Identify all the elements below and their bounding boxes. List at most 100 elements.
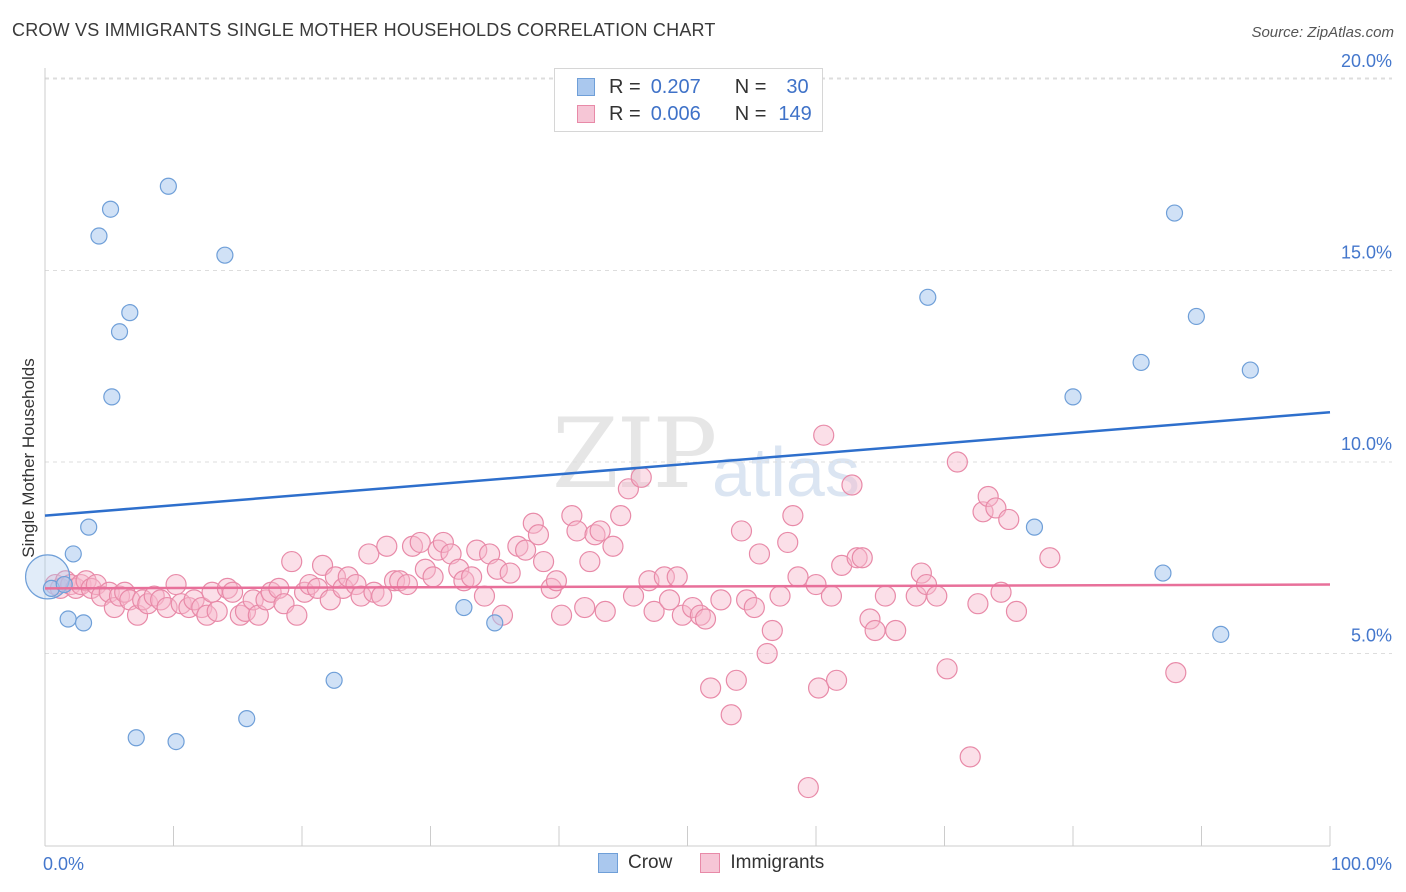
immigrants-point	[782, 505, 804, 527]
immigrants-point	[967, 593, 989, 615]
immigrants-point	[710, 589, 732, 611]
immigrants-point	[432, 531, 454, 554]
grid-lines	[45, 77, 1392, 654]
immigrants-point	[725, 669, 747, 691]
immigrants-point	[448, 558, 470, 580]
immigrants-point	[864, 619, 886, 642]
immigrants-point	[396, 573, 418, 596]
immigrants-point	[841, 474, 863, 496]
crow-point	[1064, 388, 1082, 406]
immigrants-point	[946, 451, 968, 473]
series-legend: Crow Immigrants	[598, 852, 852, 874]
trend-lines	[44, 410, 1331, 590]
crow-point	[110, 323, 129, 341]
immigrants-point	[643, 600, 665, 622]
correlation-legend: R = 0.207 N = 30 R = 0.006 N = 149	[554, 68, 823, 132]
immigrants-point	[156, 596, 178, 619]
immigrants-point	[486, 558, 508, 580]
immigrants-point	[761, 619, 783, 642]
immigrants-point	[813, 424, 835, 446]
immigrants-point	[281, 550, 303, 573]
crow-trend-line	[44, 410, 1331, 517]
crow-point	[1165, 204, 1184, 222]
immigrants-point	[610, 505, 632, 527]
crow-r-value: 0.207	[650, 75, 701, 98]
crow-point	[919, 288, 937, 306]
crow-point	[167, 732, 185, 751]
immigrants-trend-line	[44, 583, 1331, 590]
immigrants-point	[461, 566, 483, 588]
immigrants-point	[594, 600, 616, 622]
immigrants-point	[926, 585, 948, 607]
imm-r-label: R =	[609, 102, 641, 125]
crow-legend-label: Crow	[628, 852, 673, 873]
immigrants-point	[700, 677, 722, 699]
immigrants-point	[103, 596, 125, 619]
crow-point	[64, 545, 82, 563]
crow-point	[1187, 307, 1205, 326]
crow-point	[216, 246, 234, 264]
immigrants-point	[807, 677, 830, 699]
crow-point	[101, 200, 120, 218]
immigrants-point	[769, 585, 791, 607]
immigrants-point	[820, 585, 843, 607]
immigrants-point	[1005, 600, 1028, 622]
crow-point	[1025, 518, 1044, 536]
crow-point	[1212, 625, 1230, 643]
immigrants-point	[777, 531, 799, 554]
immigrants-point	[787, 566, 809, 588]
y-tick-label: 15.0%	[1341, 243, 1392, 263]
immigrants-point	[579, 550, 601, 573]
y-tick-label: 5.0%	[1351, 626, 1392, 646]
y-tick-label: 20.0%	[1341, 51, 1392, 71]
immigrants-point	[748, 543, 771, 565]
immigrants-point	[358, 543, 380, 565]
immigrants-point	[234, 600, 257, 622]
immigrants-legend-swatch	[700, 853, 721, 873]
crow-point	[90, 227, 108, 245]
legend-item-immigrants: Immigrants	[700, 852, 824, 874]
axes	[44, 68, 1331, 847]
immigrants-point	[622, 585, 645, 607]
immigrants-point	[630, 466, 652, 488]
immigrants-point	[990, 581, 1012, 603]
x-tick-label: 100.0%	[1331, 854, 1392, 874]
tick-labels: 5.0% 10.0% 15.0% 20.0% 0.0% 100.0% Single Moth…	[19, 51, 1392, 874]
immigrants-point	[479, 543, 501, 565]
watermark-zip: ZIP	[552, 398, 717, 510]
immigrants-point	[851, 547, 873, 569]
immigrants-point	[247, 604, 269, 626]
immigrants-point	[998, 508, 1020, 531]
immigrants-points	[44, 424, 1187, 799]
immigrants-point	[165, 573, 187, 596]
immigrants-swatch	[577, 105, 595, 123]
crow-point	[121, 304, 139, 322]
crow-point	[159, 177, 177, 195]
immigrants-point	[514, 539, 537, 561]
immigrants-point	[859, 608, 881, 630]
immigrants-point	[222, 581, 244, 603]
crow-point	[103, 388, 121, 406]
legend-row-immigrants: R = 0.006 N = 149	[577, 101, 812, 127]
immigrants-point	[422, 566, 444, 588]
immigrants-point	[797, 776, 819, 799]
chart-title: CROW VS IMMIGRANTS SINGLE MOTHER HOUSEHO…	[12, 20, 716, 40]
legend-item-crow: Crow	[598, 852, 672, 874]
crow-points	[24, 177, 1259, 751]
imm-n-label: N =	[734, 102, 767, 125]
crow-point	[74, 614, 93, 632]
immigrants-point	[206, 600, 228, 622]
immigrants-point	[756, 642, 778, 665]
immigrants-point	[532, 550, 555, 573]
watermark-atlas: atlas	[712, 433, 860, 511]
y-tick-label: 10.0%	[1341, 434, 1392, 454]
immigrants-point	[743, 596, 765, 619]
immigrants-point	[574, 596, 596, 619]
crow-point	[80, 518, 98, 536]
immigrants-point	[874, 585, 896, 607]
crow-n-label: N =	[734, 75, 767, 98]
immigrants-point	[666, 566, 688, 588]
y-axis-label: Single Mother Households	[19, 358, 38, 557]
immigrants-point	[1039, 547, 1061, 569]
